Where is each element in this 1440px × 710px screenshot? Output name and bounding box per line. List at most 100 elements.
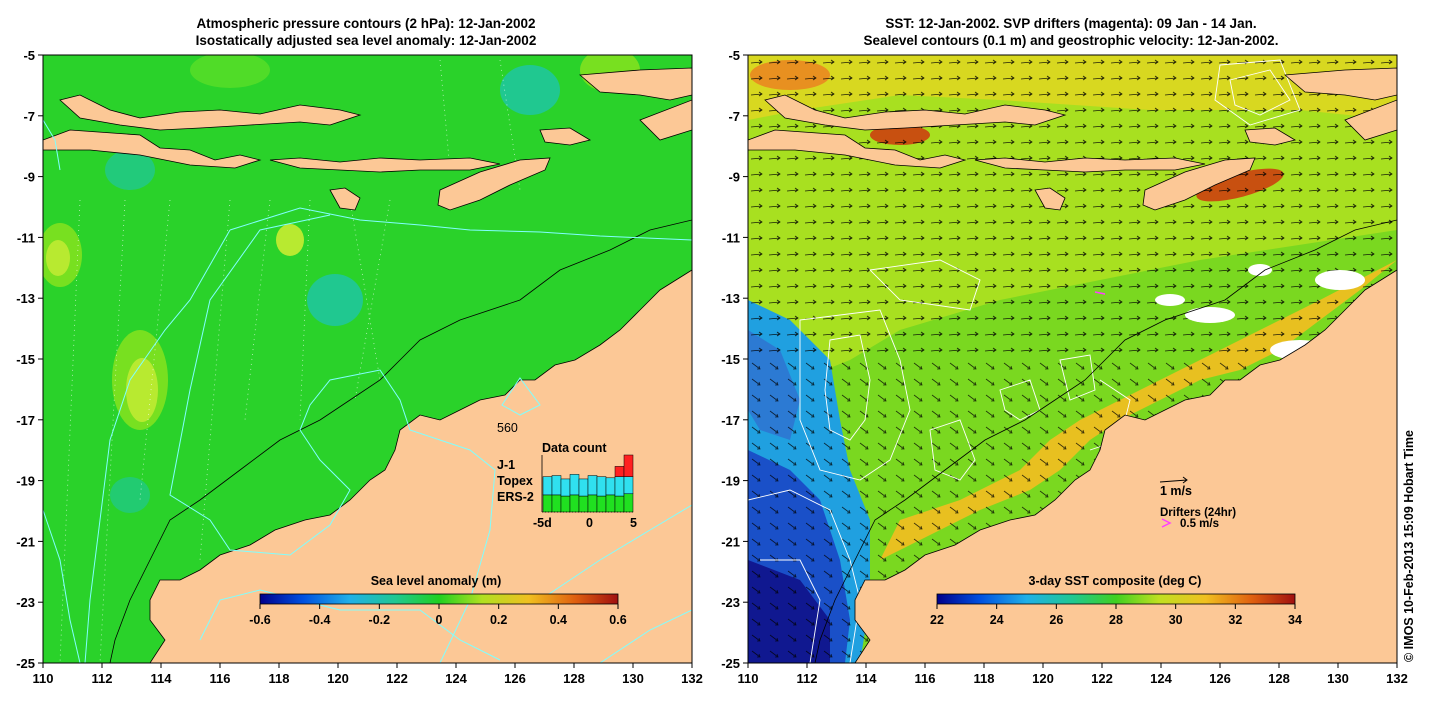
data-count-xlabel-end: 5 [630, 516, 637, 530]
x-tick-label: 112 [797, 671, 818, 686]
left-y-axis: -5 -7 -9 -11 -13 -15 -17 -19 -21 -23 -25 [16, 48, 43, 671]
left-title: Atmospheric pressure contours (2 hPa): 1… [40, 15, 692, 49]
bar-topex [587, 475, 598, 496]
y-tick-label: -17 [721, 413, 740, 428]
x-tick-label: 114 [856, 671, 878, 686]
bar-topex [623, 476, 634, 495]
velocity-scale: 1 m/s [1159, 476, 1192, 498]
x-tick-label: 118 [974, 671, 995, 686]
y-tick-label: -13 [721, 291, 740, 306]
x-tick-label: 122 [386, 671, 408, 686]
colorbar-tick-label: 22 [930, 613, 944, 627]
colorbar-tick-label: 32 [1228, 613, 1242, 627]
x-tick-label: 118 [269, 671, 290, 686]
sla-low-west [105, 150, 155, 190]
bar-topex [560, 478, 571, 497]
sla-low-blob [307, 274, 363, 326]
bar-ers2 [614, 495, 625, 513]
y-tick-label: -15 [721, 352, 740, 367]
right-map [748, 55, 1397, 663]
bar-ers2 [542, 494, 553, 513]
x-tick-label: 120 [327, 671, 349, 686]
x-tick-label: 132 [681, 671, 703, 686]
colorbar-tick-label: 30 [1169, 613, 1183, 627]
x-tick-label: 124 [1150, 671, 1172, 686]
drifter-speed-label: 0.5 m/s [1180, 518, 1219, 530]
colorbar-tick-label: -0.2 [369, 613, 391, 627]
y-tick-label: -21 [16, 534, 35, 549]
sst-colorbar-gradient [936, 593, 1296, 605]
x-tick-label: 116 [210, 671, 231, 686]
colorbar-tick-label: 26 [1049, 613, 1063, 627]
colorbar-tick-label: 24 [990, 613, 1004, 627]
bar-topex [569, 474, 580, 496]
sla-high-core-west [46, 240, 70, 276]
colorbar-tick-label: 0.4 [550, 613, 567, 627]
bar-topex [542, 476, 553, 496]
x-tick-label: 130 [1327, 671, 1349, 686]
bar-ers2 [560, 495, 571, 513]
x-tick-label: 124 [445, 671, 467, 686]
velocity-scale-arrow [1159, 476, 1188, 484]
x-tick-label: 110 [738, 671, 759, 686]
y-tick-label: -13 [16, 291, 35, 306]
y-tick-label: -11 [17, 230, 35, 245]
y-tick-label: -19 [721, 474, 740, 489]
y-tick-label: -25 [16, 656, 35, 671]
legend-j1: J-1 [497, 458, 515, 472]
data-count-max: 560 [497, 421, 518, 435]
right-shelf-contour [814, 219, 1397, 663]
right-islands [748, 67, 1397, 211]
sla-low-north [500, 65, 560, 115]
pressure-contours [43, 119, 692, 663]
data-count-bars [542, 454, 634, 513]
y-tick-label: -23 [16, 595, 35, 610]
bar-ers2 [551, 494, 562, 513]
drifter-legend: Drifters (24hr) 0.5 m/s [1160, 507, 1236, 530]
x-tick-label: 126 [504, 671, 526, 686]
right-title-line2: Sealevel contours (0.1 m) and geostrophi… [863, 33, 1279, 48]
left-map [43, 55, 692, 663]
bar-topex [614, 476, 625, 497]
y-tick-label: -5 [23, 48, 35, 63]
left-x-axis: 110 112 114 116 118 120 122 124 126 128 130 132 [33, 663, 703, 686]
data-count-xlabel-mid: 0 [586, 516, 593, 530]
bar-topex [605, 477, 616, 496]
left-islands [43, 67, 692, 211]
y-tick-label: -19 [16, 474, 35, 489]
colorbar-tick-label: 0 [436, 613, 443, 627]
x-tick-label: 128 [563, 671, 585, 686]
bar-ers2 [623, 493, 634, 513]
bar-ers2 [587, 494, 598, 513]
right-y-axis: -5 -7 -9 -11 -13 -15 -17 -19 -21 -23 -25 [721, 48, 748, 671]
x-tick-label: 122 [1091, 671, 1113, 686]
x-tick-label: 114 [151, 671, 173, 686]
data-count-xlabel-start: -5d [533, 516, 552, 530]
bar-topex [578, 478, 589, 497]
sst-colorbar-ticks: 22 24 26 28 30 32 34 [930, 604, 1302, 627]
copyright-notice: © IMOS 10-Feb-2013 15:09 Hobart Time [1402, 430, 1416, 662]
x-tick-label: 110 [33, 671, 54, 686]
sealevel-contours [748, 59, 1301, 663]
y-tick-label: -25 [721, 656, 740, 671]
svp-drifter-track [1094, 291, 1106, 295]
y-tick-label: -7 [728, 109, 740, 124]
x-tick-label: 130 [622, 671, 644, 686]
bar-j1 [614, 466, 625, 477]
colorbar-tick-label: -0.6 [249, 613, 271, 627]
bar-ers2 [578, 495, 589, 513]
colorbar-tick-label: 0.6 [609, 613, 626, 627]
sla-colorbar: Sea level anomaly (m) -0.6 -0.4 -0.2 0 0.2 0.… [249, 574, 627, 627]
right-title-line1: SST: 12-Jan-2002. SVP drifters (magenta)… [885, 16, 1257, 31]
colorbar-tick-label: 28 [1109, 613, 1123, 627]
sla-colorbar-title: Sea level anomaly (m) [371, 574, 502, 588]
y-tick-label: -17 [16, 413, 35, 428]
bar-topex [551, 475, 562, 496]
x-tick-label: 128 [1268, 671, 1290, 686]
y-tick-label: -5 [728, 48, 740, 63]
colorbar-tick-label: 0.2 [490, 613, 507, 627]
data-count-title: Data count [542, 441, 607, 455]
bar-ers2 [596, 495, 607, 513]
colorbar-tick-label: -0.4 [309, 613, 331, 627]
